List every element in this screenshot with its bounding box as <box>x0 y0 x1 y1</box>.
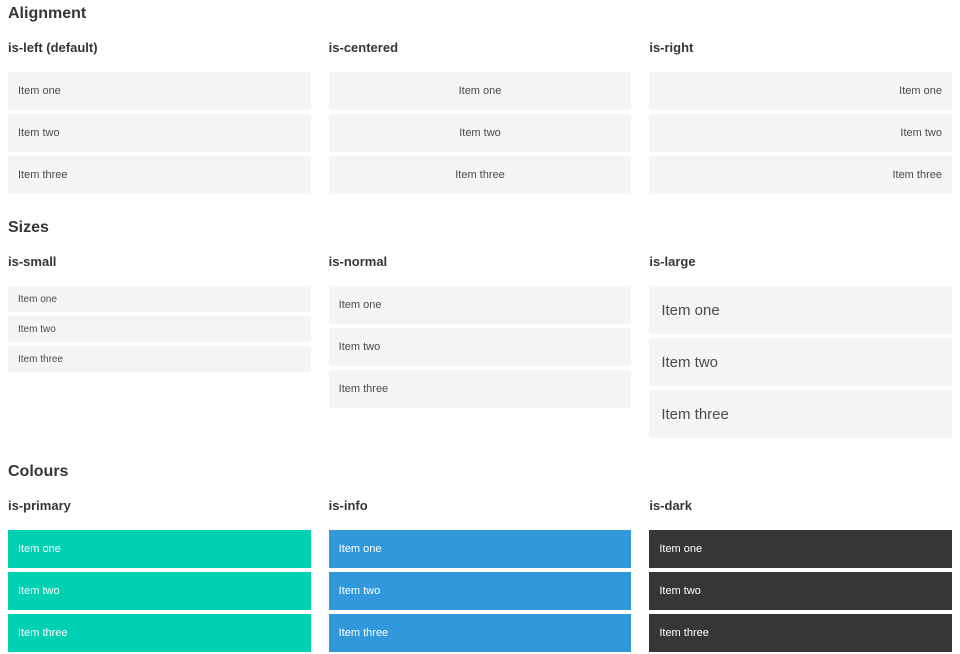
list-left: Item one Item two Item three <box>8 72 311 194</box>
list-item: Item one <box>8 530 311 568</box>
list-item: Item one <box>8 72 311 110</box>
group-label-is-small: is-small <box>8 254 57 269</box>
list-item: Item one <box>649 530 952 568</box>
list-small: Item one Item two Item three <box>8 286 311 372</box>
list-item: Item two <box>8 316 311 342</box>
list-item: Item two <box>328 328 632 366</box>
group-is-left: is-left (default) Item one Item two Item… <box>8 40 311 194</box>
list-dark: Item one Item two Item three <box>649 530 952 652</box>
list-item: Item three <box>649 614 952 652</box>
group-label-is-info: is-info <box>328 498 368 513</box>
list-normal: Item one Item two Item three <box>328 286 632 408</box>
group-label-is-dark: is-dark <box>649 498 692 513</box>
group-label-is-right: is-right <box>649 40 694 55</box>
group-label-is-primary: is-primary <box>8 498 71 513</box>
list-item: Item one <box>649 72 952 110</box>
list-item: Item three <box>328 370 632 408</box>
group-is-dark: is-dark Item one Item two Item three <box>649 498 952 652</box>
group-label-is-left: is-left (default) <box>8 40 98 55</box>
list-item: Item two <box>328 572 632 610</box>
list-item: Item two <box>8 572 311 610</box>
list-item: Item three <box>328 156 632 194</box>
group-is-primary: is-primary Item one Item two Item three <box>8 498 311 652</box>
sizes-columns: is-small Item one Item two Item three is… <box>8 254 952 438</box>
list-item: Item three <box>649 156 952 194</box>
list-item: Item two <box>649 338 952 386</box>
colours-columns: is-primary Item one Item two Item three … <box>8 498 952 652</box>
list-item: Item one <box>328 286 632 324</box>
group-is-normal: is-normal Item one Item two Item three <box>328 254 632 438</box>
list-right: Item one Item two Item three <box>649 72 952 194</box>
list-info: Item one Item two Item three <box>328 530 632 652</box>
list-primary: Item one Item two Item three <box>8 530 311 652</box>
section-colours: Colours is-primary Item one Item two Ite… <box>8 462 952 652</box>
list-item: Item two <box>328 114 632 152</box>
alignment-columns: is-left (default) Item one Item two Item… <box>8 40 952 194</box>
group-is-large: is-large Item one Item two Item three <box>649 254 952 438</box>
section-title-sizes: Sizes <box>8 219 49 236</box>
group-label-is-normal: is-normal <box>328 254 388 269</box>
list-item: Item three <box>328 614 632 652</box>
list-item: Item three <box>8 156 311 194</box>
section-alignment: Alignment is-left (default) Item one Ite… <box>8 4 952 194</box>
group-is-info: is-info Item one Item two Item three <box>328 498 632 652</box>
list-item: Item two <box>649 114 952 152</box>
section-title-alignment: Alignment <box>8 5 87 22</box>
section-title-colours: Colours <box>8 463 69 480</box>
section-sizes: Sizes is-small Item one Item two Item th… <box>8 218 952 438</box>
list-item: Item one <box>8 286 311 312</box>
list-large: Item one Item two Item three <box>649 286 952 438</box>
group-is-small: is-small Item one Item two Item three <box>8 254 311 438</box>
group-label-is-large: is-large <box>649 254 696 269</box>
list-item: Item two <box>8 114 311 152</box>
list-item: Item one <box>649 286 952 334</box>
list-item: Item three <box>649 390 952 438</box>
group-is-centered: is-centered Item one Item two Item three <box>328 40 632 194</box>
list-item: Item three <box>8 346 311 372</box>
list-item: Item one <box>328 72 632 110</box>
list-item: Item three <box>8 614 311 652</box>
list-item: Item one <box>328 530 632 568</box>
list-item: Item two <box>649 572 952 610</box>
group-label-is-centered: is-centered <box>328 40 399 55</box>
group-is-right: is-right Item one Item two Item three <box>649 40 952 194</box>
list-centered: Item one Item two Item three <box>328 72 632 194</box>
